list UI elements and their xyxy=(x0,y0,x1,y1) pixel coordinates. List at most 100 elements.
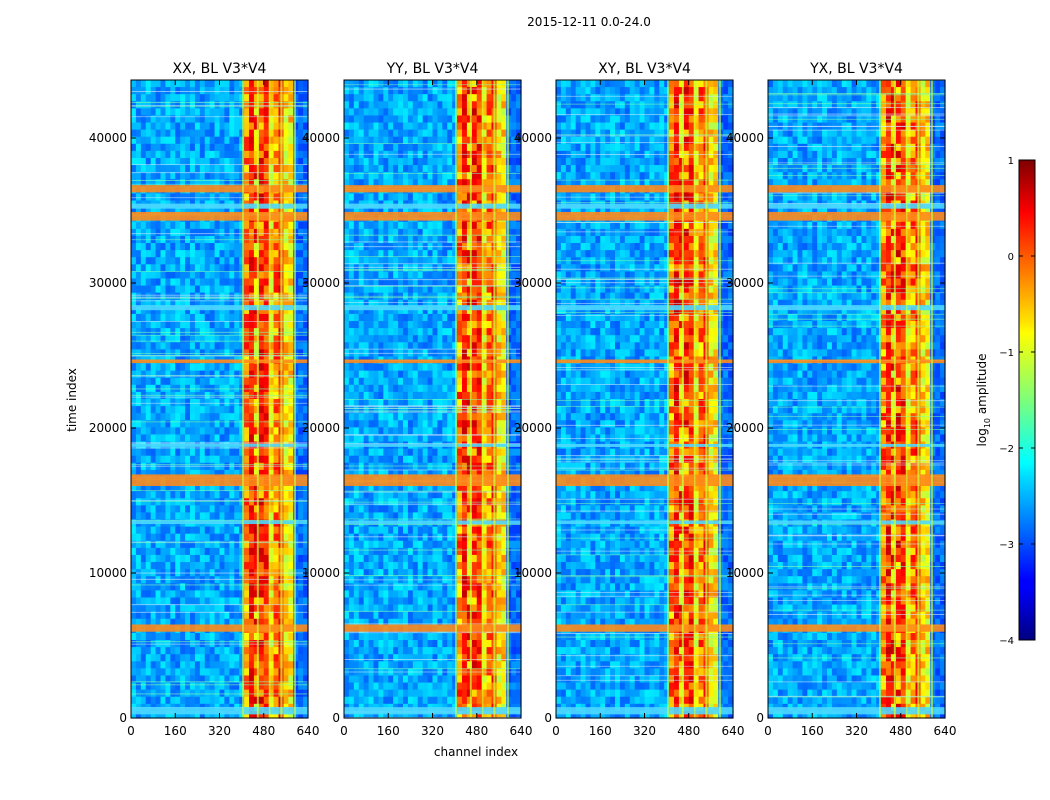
x-tick-label: 320 xyxy=(421,724,444,738)
rfi-band xyxy=(768,203,945,209)
x-tick-label: 640 xyxy=(297,724,320,738)
x-tick-label: 160 xyxy=(589,724,612,738)
rfi-band xyxy=(344,211,521,221)
colorbar: 10−1−2−3−4 log10 amplitude xyxy=(975,156,1036,647)
rfi-band xyxy=(768,624,945,632)
colorbar-tick-label: −3 xyxy=(999,540,1014,551)
colorbar-label-log: log xyxy=(975,428,989,446)
channel-stripe xyxy=(507,80,509,718)
channel-stripe xyxy=(256,80,259,718)
channel-stripe xyxy=(242,80,244,718)
channel-stripe xyxy=(917,80,920,718)
x-tick-label: 480 xyxy=(677,724,700,738)
y-tick-label: 20000 xyxy=(514,421,552,435)
rfi-band xyxy=(768,359,945,364)
colorbar-label-base: 10 xyxy=(983,418,992,428)
rfi-band xyxy=(768,211,945,221)
rfi-band xyxy=(556,359,733,364)
channel-stripe xyxy=(455,80,457,718)
x-tick-label: 160 xyxy=(377,724,400,738)
y-tick-label: 0 xyxy=(332,711,340,725)
colorbar-label: log10 amplitude xyxy=(975,354,992,447)
figure-suptitle: 2015-12-11 0.0-24.0 xyxy=(527,15,651,29)
channel-stripe xyxy=(469,80,472,718)
rfi-band xyxy=(344,520,521,525)
x-tick-label: 640 xyxy=(934,724,957,738)
colorbar-tick-label: 1 xyxy=(1008,156,1014,167)
rfi-band xyxy=(131,305,308,311)
x-tick-label: 320 xyxy=(845,724,868,738)
panel-title: YY, BL V3*V4 xyxy=(386,61,479,77)
rfi-band xyxy=(131,707,308,715)
y-tick-label: 10000 xyxy=(514,566,552,580)
x-tick-label: 480 xyxy=(465,724,488,738)
rfi-band xyxy=(131,211,308,221)
panel-title: YX, BL V3*V4 xyxy=(809,61,903,77)
rfi-band xyxy=(344,203,521,209)
y-tick-label: 0 xyxy=(756,711,764,725)
rfi-band xyxy=(768,474,945,486)
rfi-band xyxy=(556,443,733,447)
y-tick-label: 30000 xyxy=(89,276,127,290)
x-tick-label: 640 xyxy=(510,724,533,738)
rfi-band xyxy=(556,305,733,311)
colorbar-tick-label: −4 xyxy=(999,636,1014,647)
y-tick-label: 30000 xyxy=(514,276,552,290)
rfi-band xyxy=(556,624,733,632)
channel-stripe xyxy=(667,80,669,718)
rfi-band xyxy=(344,359,521,364)
colorbar-tick-label: 0 xyxy=(1008,252,1014,263)
rfi-band xyxy=(344,305,521,311)
rfi-band xyxy=(556,520,733,525)
rfi-band xyxy=(131,443,308,447)
y-tick-label: 0 xyxy=(544,711,552,725)
y-tick-label: 30000 xyxy=(726,276,764,290)
colorbar-tick-label: −2 xyxy=(999,444,1014,455)
rfi-band xyxy=(768,305,945,311)
channel-stripe xyxy=(893,80,896,718)
channel-stripe xyxy=(269,80,271,718)
rfi-band xyxy=(131,624,308,632)
rfi-band xyxy=(768,707,945,715)
y-tick-label: 20000 xyxy=(302,421,340,435)
channel-stripe xyxy=(705,80,708,718)
panel-title: XY, BL V3*V4 xyxy=(598,61,691,77)
panel-0: XX, BL V3*V4 0 160 320 480 640 0 10000 20000 3000… xyxy=(89,61,320,738)
panel-1: YY, BL V3*V4 0 160 320 480 640 0 10000 20000 3000… xyxy=(302,61,533,738)
colorbar-gradient xyxy=(1018,159,1036,641)
x-tick-label: 320 xyxy=(633,724,656,738)
rfi-band xyxy=(556,474,733,486)
y-tick-label: 10000 xyxy=(726,566,764,580)
rfi-band xyxy=(131,474,308,486)
y-tick-label: 20000 xyxy=(89,421,127,435)
rfi-band xyxy=(131,185,308,193)
y-tick-label: 30000 xyxy=(302,276,340,290)
x-tick-label: 640 xyxy=(722,724,745,738)
x-tick-label: 0 xyxy=(552,724,560,738)
channel-stripe xyxy=(681,80,684,718)
y-tick-label: 40000 xyxy=(89,131,127,145)
rfi-band xyxy=(556,707,733,715)
y-tick-label: 20000 xyxy=(726,421,764,435)
channel-stripe xyxy=(694,80,696,718)
rfi-band xyxy=(768,185,945,193)
rfi-band xyxy=(556,211,733,221)
x-tick-label: 160 xyxy=(801,724,824,738)
x-axis-label: channel index xyxy=(434,745,518,759)
channel-stripe xyxy=(482,80,484,718)
rfi-band xyxy=(344,443,521,447)
rfi-band xyxy=(344,185,521,193)
y-axis-label: time index xyxy=(65,368,79,432)
rfi-band xyxy=(768,520,945,525)
x-tick-label: 0 xyxy=(340,724,348,738)
panel-2: XY, BL V3*V4 0 160 320 480 640 0 10000 20000 3000… xyxy=(514,61,745,738)
channel-stripe xyxy=(879,80,881,718)
rfi-band xyxy=(131,520,308,525)
x-tick-label: 480 xyxy=(889,724,912,738)
rfi-band xyxy=(768,443,945,447)
y-tick-label: 10000 xyxy=(89,566,127,580)
panel-title: XX, BL V3*V4 xyxy=(173,61,267,77)
colorbar-tick-label: −1 xyxy=(999,348,1014,359)
y-tick-label: 40000 xyxy=(302,131,340,145)
